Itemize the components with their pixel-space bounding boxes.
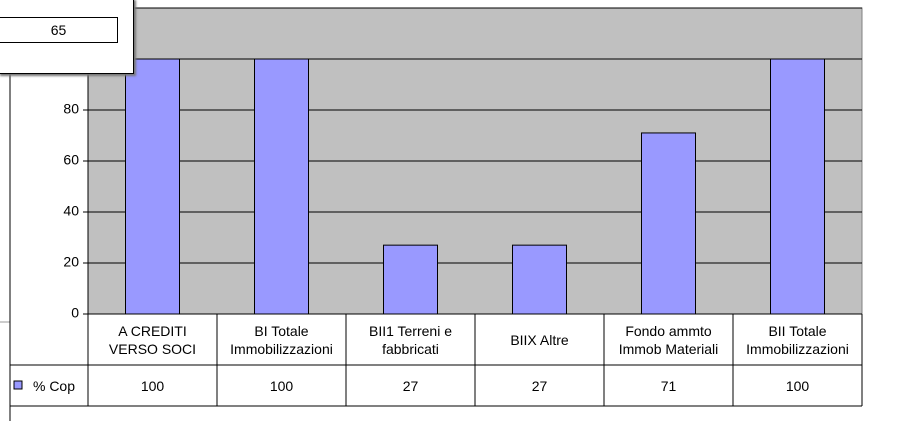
x-tick-label: Fondo ammto Immob Materiali [618, 322, 719, 357]
legend-label: % Cop [32, 377, 76, 394]
y-tick-label: 0 [71, 305, 79, 321]
bar [254, 58, 309, 315]
bar [770, 58, 825, 315]
bar [641, 132, 696, 315]
popup: 65 [0, 0, 134, 74]
popup-value: 65 [0, 17, 118, 43]
x-tick-label: BII1 Terreni e fabbricati [368, 322, 452, 357]
y-tick-label: 20 [63, 254, 79, 270]
bar [125, 58, 180, 315]
table-value: 100 [785, 377, 810, 394]
x-tick-label: BII Totale Immobilizzazioni [746, 322, 849, 357]
table-value: 27 [531, 377, 548, 394]
bar [512, 244, 567, 315]
legend-key [13, 380, 23, 390]
y-tick-label: 80 [63, 101, 79, 117]
y-tick-label: 40 [63, 203, 79, 219]
table-value: 71 [660, 377, 677, 394]
y-tick-label: 60 [63, 152, 79, 168]
x-tick-label: BIIX Altre [510, 331, 569, 348]
x-tick-label: BI Totale Immobilizzazioni [230, 322, 333, 357]
table-value: 27 [402, 377, 419, 394]
bar [383, 244, 438, 315]
table-value: 100 [269, 377, 294, 394]
table-value: 100 [140, 377, 165, 394]
x-tick-label: A CREDITI VERSO SOCI [108, 322, 197, 357]
